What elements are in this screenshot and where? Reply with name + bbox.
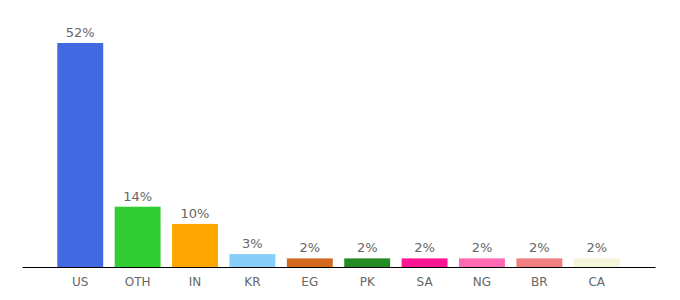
tick: NG [473, 275, 491, 289]
bar [516, 258, 562, 267]
bar [229, 254, 275, 267]
tick-label: PK [360, 275, 376, 289]
data-label: 2% [414, 240, 435, 255]
data-label: 3% [242, 236, 263, 251]
bar [574, 258, 620, 267]
tick-label: NG [473, 275, 491, 289]
data-label: 14% [123, 189, 152, 204]
data-label: 2% [299, 240, 320, 255]
data-label: 2% [357, 240, 378, 255]
tick: IN [189, 275, 202, 289]
tick: OTH [125, 275, 151, 289]
tick: US [72, 275, 88, 289]
bar [172, 224, 218, 267]
axis-line [23, 267, 656, 268]
tick-label: SA [417, 275, 434, 289]
data-label: 10% [181, 206, 210, 221]
bar [57, 43, 103, 267]
bar [287, 258, 333, 267]
tick-label: CA [588, 275, 605, 289]
x-axis: US OTH IN KR EG PK SA NG BR CA [23, 268, 656, 289]
bar [402, 258, 448, 267]
data-label: 2% [586, 240, 607, 255]
data-label: 2% [529, 240, 550, 255]
tick-label: OTH [125, 275, 151, 289]
data-label: 2% [472, 240, 493, 255]
tick: SA [417, 275, 434, 289]
bars [57, 43, 619, 267]
bar [344, 258, 390, 267]
tick-label: IN [189, 275, 202, 289]
tick: CA [588, 275, 605, 289]
tick-label: BR [531, 275, 548, 289]
tick: KR [244, 275, 260, 289]
tick: BR [531, 275, 548, 289]
tick-label: EG [301, 275, 318, 289]
data-labels: 52% 14% 10% 3% 2% 2% 2% 2% 2% 2% [66, 25, 607, 255]
tick: PK [360, 275, 376, 289]
tick-label: US [72, 275, 88, 289]
bar [459, 258, 505, 267]
tick-label: KR [244, 275, 260, 289]
data-label: 52% [66, 25, 95, 40]
chart: US OTH IN KR EG PK SA NG BR CA 52% 14% 10% 3% 2% 2% 2% 2%… [0, 0, 680, 300]
tick: EG [301, 275, 318, 289]
bar [115, 207, 161, 267]
